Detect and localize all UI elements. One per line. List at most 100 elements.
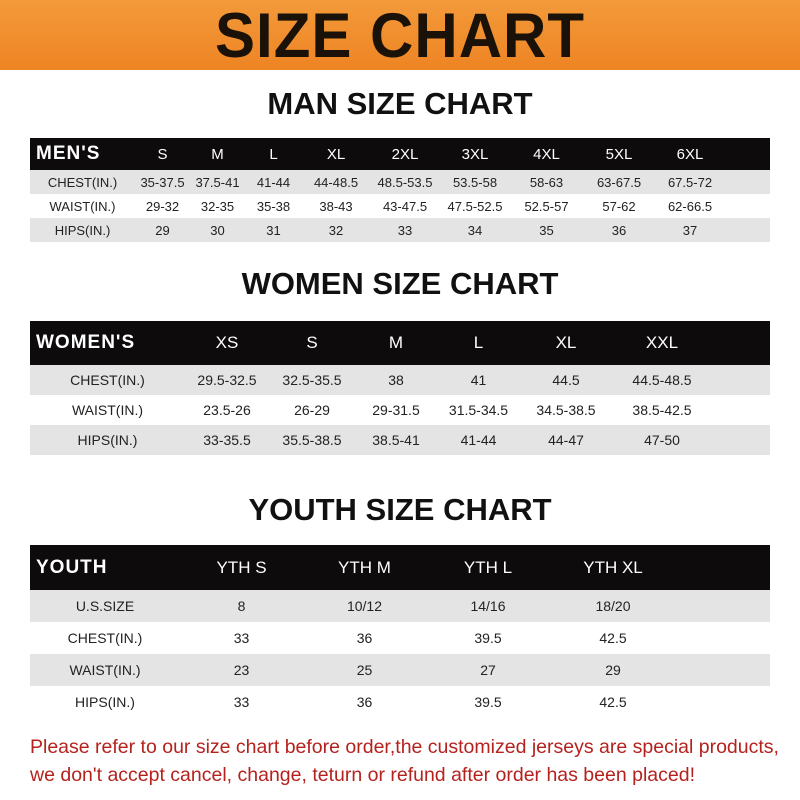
page-title: SIZE CHART [215,0,585,71]
row-label: WAIST(IN.) [71,402,144,418]
table-cell: 41 [470,372,487,388]
table-cell: 35.5-38.5 [282,432,342,448]
table-header-label: YOUTH [36,556,108,578]
table-row: U.S.SIZE 8 10/12 14/16 18/20 [30,590,770,622]
size-header: L [473,333,484,352]
table-cell: 44-47 [548,432,584,448]
table-row: WAIST(IN.) 29-32 32-35 35-38 38-43 43-47.5 47.… [30,194,770,218]
men-size-table: MEN'S S M L XL 2XL 3XL 4XL 5XL 6XL CHEST(IN.) 35-37… [30,138,770,242]
table-header-label: MEN'S [36,143,101,164]
table-cell: 35-37.5 [140,174,185,190]
size-header: 5XL [605,145,633,163]
size-header: 3XL [461,145,489,163]
table-cell: 48.5-53.5 [377,174,433,190]
table-cell: 62-66.5 [667,198,713,214]
table-cell: 58-63 [529,174,564,190]
row-label: WAIST(IN.) [49,198,116,214]
men-section-title: MAN SIZE CHART [267,86,533,121]
table-row: CHEST(IN.) 33 36 39.5 42.5 [30,622,770,654]
size-header: M [388,333,404,352]
table-cell: 39.5 [474,630,502,646]
table-cell: 32.5-35.5 [282,372,342,388]
size-header: M [211,145,224,163]
table-cell: 52.5-57 [524,198,569,214]
table-cell: 53.5-58 [452,174,498,190]
table-cell: 38 [388,372,404,388]
table-cell: 47-50 [644,432,680,448]
table-cell: 32 [328,222,344,238]
row-label: HIPS(IN.) [54,222,111,238]
table-cell: 41-44 [460,432,497,448]
table-cell: 33 [233,694,250,710]
table-cell: 37 [682,222,698,238]
table-cell: 44.5-48.5 [632,372,692,388]
table-cell: 57-62 [602,198,636,214]
table-cell: 29 [155,222,170,238]
table-cell: 25 [356,662,373,678]
size-header: 2XL [391,145,419,163]
table-row: WAIST(IN.) 23 25 27 29 [30,654,770,686]
table-cell: 38.5-42.5 [632,402,692,418]
row-label: U.S.SIZE [75,598,135,614]
table-cell: 36 [356,630,373,646]
table-cell: 23.5-26 [203,402,251,418]
table-cell: 29 [605,662,621,678]
size-header: XXL [645,333,679,352]
table-header-row: YOUTH YTH S YTH M YTH L YTH XL [30,545,770,590]
table-header-label: WOMEN'S [36,332,136,353]
table-cell: 38.5-41 [372,432,420,448]
table-cell: 32-35 [200,198,235,214]
youth-size-table: YOUTH YTH S YTH M YTH L YTH XL U.S.SIZE 8 10/12… [30,545,770,718]
table-cell: 27 [480,662,496,678]
table-cell: 18/20 [595,598,631,614]
size-header: YTH XL [583,557,643,577]
table-cell: 34.5-38.5 [536,402,596,418]
table-cell: 33 [397,222,413,238]
size-header: XS [215,333,239,352]
women-size-table: WOMEN'S XS S M L XL XXL CHEST(IN.) 29.5-32.5 32.5… [30,321,770,455]
size-header: S [306,333,318,352]
table-header-row: WOMEN'S XS S M L XL XXL [30,321,770,365]
table-cell: 29.5-32.5 [197,372,257,388]
row-label: HIPS(IN.) [75,694,135,710]
table-row: WAIST(IN.) 23.5-26 26-29 29-31.5 31.5-34.5 34… [30,395,770,425]
notice-line: we don't accept cancel, change, teturn o… [30,764,695,786]
table-cell: 67.5-72 [667,174,713,190]
table-cell: 44.5 [552,372,580,388]
table-cell: 33 [233,630,250,646]
table-cell: 34 [467,222,483,238]
table-cell: 43-47.5 [382,198,428,214]
row-label: CHEST(IN.) [47,174,118,190]
table-header-row: MEN'S S M L XL 2XL 3XL 4XL 5XL 6XL [30,138,770,170]
size-header: YTH S [216,557,267,577]
table-cell: 44-48.5 [313,174,359,190]
table-cell: 14/16 [470,598,506,614]
size-header: YTH M [338,557,391,577]
youth-section-title: YOUTH SIZE CHART [248,492,552,527]
order-notice: Please refer to our size chart before or… [30,733,790,789]
table-cell: 29-31.5 [372,402,420,418]
row-label: HIPS(IN.) [77,432,138,448]
table-cell: 31 [266,222,281,238]
table-row: CHEST(IN.) 29.5-32.5 32.5-35.5 38 41 44.5 44.5… [30,365,770,395]
women-section-title: WOMEN SIZE CHART [241,266,559,301]
table-cell: 23 [233,662,250,678]
row-label: CHEST(IN.) [67,630,143,646]
table-row: HIPS(IN.) 33 36 39.5 42.5 [30,686,770,718]
table-cell: 26-29 [294,402,330,418]
row-label: CHEST(IN.) [70,372,145,388]
table-cell: 30 [210,222,225,238]
notice-line: Please refer to our size chart before or… [30,736,779,758]
table-row: HIPS(IN.) 29 30 31 32 33 34 35 36 37 [30,218,770,242]
table-cell: 36 [611,222,627,238]
table-cell: 10/12 [346,598,383,614]
row-label: WAIST(IN.) [69,662,141,678]
size-header: XL [326,145,346,163]
table-cell: 33-35.5 [203,432,251,448]
table-cell: 39.5 [474,694,502,710]
table-cell: 47.5-52.5 [447,198,503,214]
size-header: 4XL [533,145,560,163]
table-cell: 29-32 [145,198,180,214]
table-cell: 8 [237,598,246,614]
table-cell: 37.5-41 [195,174,240,190]
